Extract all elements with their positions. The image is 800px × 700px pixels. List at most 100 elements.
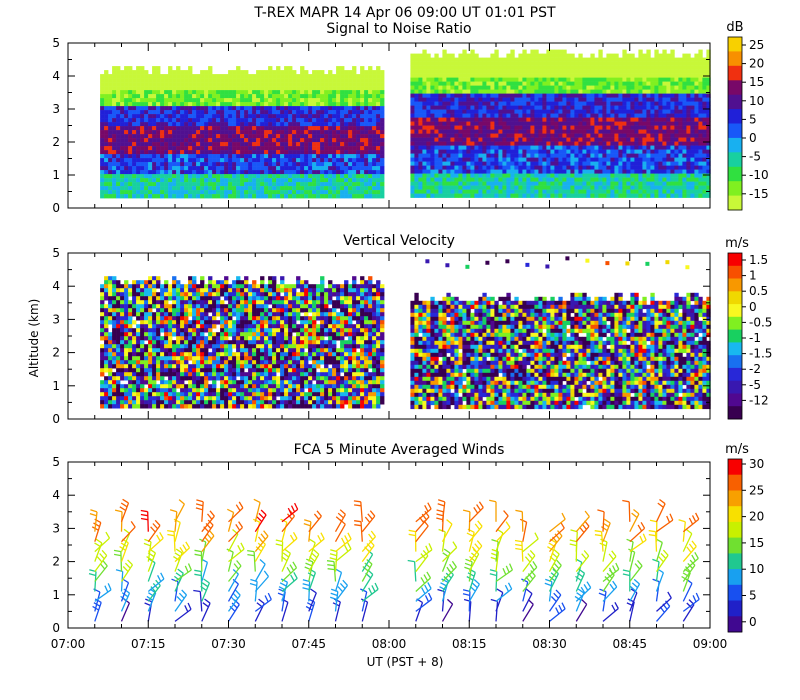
colorbar-swatch [728, 181, 742, 196]
y-tick-label: 3 [52, 312, 60, 326]
colorbar-label: 5 [749, 589, 757, 603]
colorbar-label: 25 [749, 38, 764, 52]
colorbar-swatch [728, 316, 742, 330]
colorbar-swatch [728, 123, 742, 139]
colorbar-swatch [728, 380, 742, 394]
colorbar-swatch [728, 569, 742, 586]
y-tick-label: 2 [52, 135, 60, 149]
colorbar-label: 20 [749, 57, 764, 71]
y-tick-label: 2 [52, 555, 60, 569]
colorbar-label: 0 [749, 615, 757, 629]
colorbar-swatch [728, 291, 742, 305]
colorbar-swatch [728, 109, 742, 124]
colorbar-swatch [728, 459, 742, 476]
colorbar-swatch [728, 474, 742, 491]
colorbar-swatch [728, 329, 742, 343]
colorbar-swatch [728, 506, 742, 523]
colorbar-swatch [728, 367, 742, 382]
colorbar-swatch [728, 584, 742, 601]
y-axis: 0 1 2 3 4 5 [52, 455, 710, 635]
x-axis [67, 43, 711, 208]
colorbar-label: 30 [749, 457, 764, 471]
colorbar-label: 1 [749, 269, 757, 283]
colorbar-swatch [728, 537, 742, 554]
colorbar-label: -1.5 [749, 347, 772, 361]
colorbar-label: 25 [749, 483, 764, 497]
colorbar-swatch [728, 355, 742, 369]
colorbar-label: -1 [749, 331, 761, 345]
panel-title: Vertical Velocity [343, 233, 455, 249]
panel-title: FCA 5 Minute Averaged Winds [294, 442, 505, 458]
colorbar-label: -0.5 [749, 315, 772, 329]
y-tick-label: 3 [52, 521, 60, 535]
x-tick-label: 08:30 [532, 637, 567, 651]
colorbar-swatch [728, 278, 742, 292]
colorbar-label: 10 [749, 94, 764, 108]
plot-area [100, 49, 711, 199]
y-tick-label: 5 [52, 246, 60, 260]
y-tick-label: 5 [52, 36, 60, 50]
x-axis [67, 253, 711, 419]
colorbar-swatch [728, 342, 742, 356]
colorbar-label: 15 [749, 536, 764, 550]
panel-1: Signal to Noise Ratio 0 1 2 3 4 5 dB 25 20 15 10 5 0 -… [52, 20, 768, 215]
colorbar-label: 0 [749, 131, 757, 145]
colorbar-label: 15 [749, 75, 764, 89]
y-tick-label: 2 [52, 346, 60, 360]
colorbar-swatch [728, 553, 742, 570]
colorbar-swatch [728, 265, 742, 279]
colorbar-unit: dB [726, 20, 743, 35]
colorbar-swatch [728, 393, 742, 407]
y-tick-label: 3 [52, 102, 60, 116]
heatmap-segment [100, 66, 385, 199]
colorbar-swatch [728, 80, 742, 96]
colorbar-swatch [728, 152, 742, 168]
x-tick-label: 09:00 [693, 637, 728, 651]
colorbar-swatch [728, 521, 742, 538]
colorbar-label: 5 [749, 112, 757, 126]
colorbar-label: 20 [749, 510, 764, 524]
plot-frame [67, 461, 711, 629]
colorbar-swatch [728, 137, 742, 153]
plot-area [100, 256, 711, 410]
colorbar-label: 10 [749, 562, 764, 576]
y-tick-label: 0 [52, 201, 60, 215]
x-tick-label: 08:15 [452, 637, 487, 651]
wind-barbs [88, 498, 700, 622]
y-axis: 0 1 2 3 4 5 [52, 246, 710, 426]
plot-area [88, 498, 700, 622]
colorbar-label: -5 [749, 150, 761, 164]
x-axis: 07:00 07:15 07:30 07:45 08:00 08:15 08:30 08:45… [51, 462, 728, 651]
colorbar-swatch [728, 166, 742, 182]
colorbar-label: 0.5 [749, 284, 768, 298]
panel-title: Signal to Noise Ratio [326, 21, 471, 37]
colorbar-swatch [728, 253, 742, 267]
colorbar-label: -12 [749, 393, 769, 407]
y-tick-label: 0 [52, 412, 60, 426]
colorbar-unit: m/s [725, 442, 749, 457]
colorbar-swatch [728, 65, 742, 81]
colorbar-label: -2 [749, 362, 761, 376]
colorbar-swatch [728, 490, 742, 507]
altitude-axis-label: Altitude (km) [27, 299, 41, 378]
colorbar-unit: m/s [725, 236, 749, 251]
colorbar-swatch [728, 600, 742, 617]
colorbar-label: 1.5 [749, 253, 768, 267]
y-tick-label: 1 [52, 588, 60, 602]
heatmap-segment [410, 256, 711, 410]
colorbar: m/s1.5 10.5 0-0.5 -1 -1.5-2 -5-12 [725, 236, 772, 420]
y-tick-label: 1 [52, 168, 60, 182]
y-tick-label: 1 [52, 379, 60, 393]
x-tick-label: 08:00 [372, 637, 407, 651]
y-tick-label: 5 [52, 455, 60, 469]
colorbar-swatch [728, 94, 742, 110]
colorbar-label: 0 [749, 300, 757, 314]
heatmap-segment [100, 276, 385, 409]
panel-2: Vertical Velocity012345m/s1.510.50-0.5-1… [52, 233, 772, 426]
chart-panels: Signal to Noise Ratio012345dB2520151050-… [51, 20, 773, 651]
x-tick-label: 07:45 [291, 637, 326, 651]
x-tick-label: 08:45 [612, 637, 647, 651]
figure-title: T-REX MAPR 14 Apr 06 09:00 UT 01:01 PST [253, 5, 556, 21]
